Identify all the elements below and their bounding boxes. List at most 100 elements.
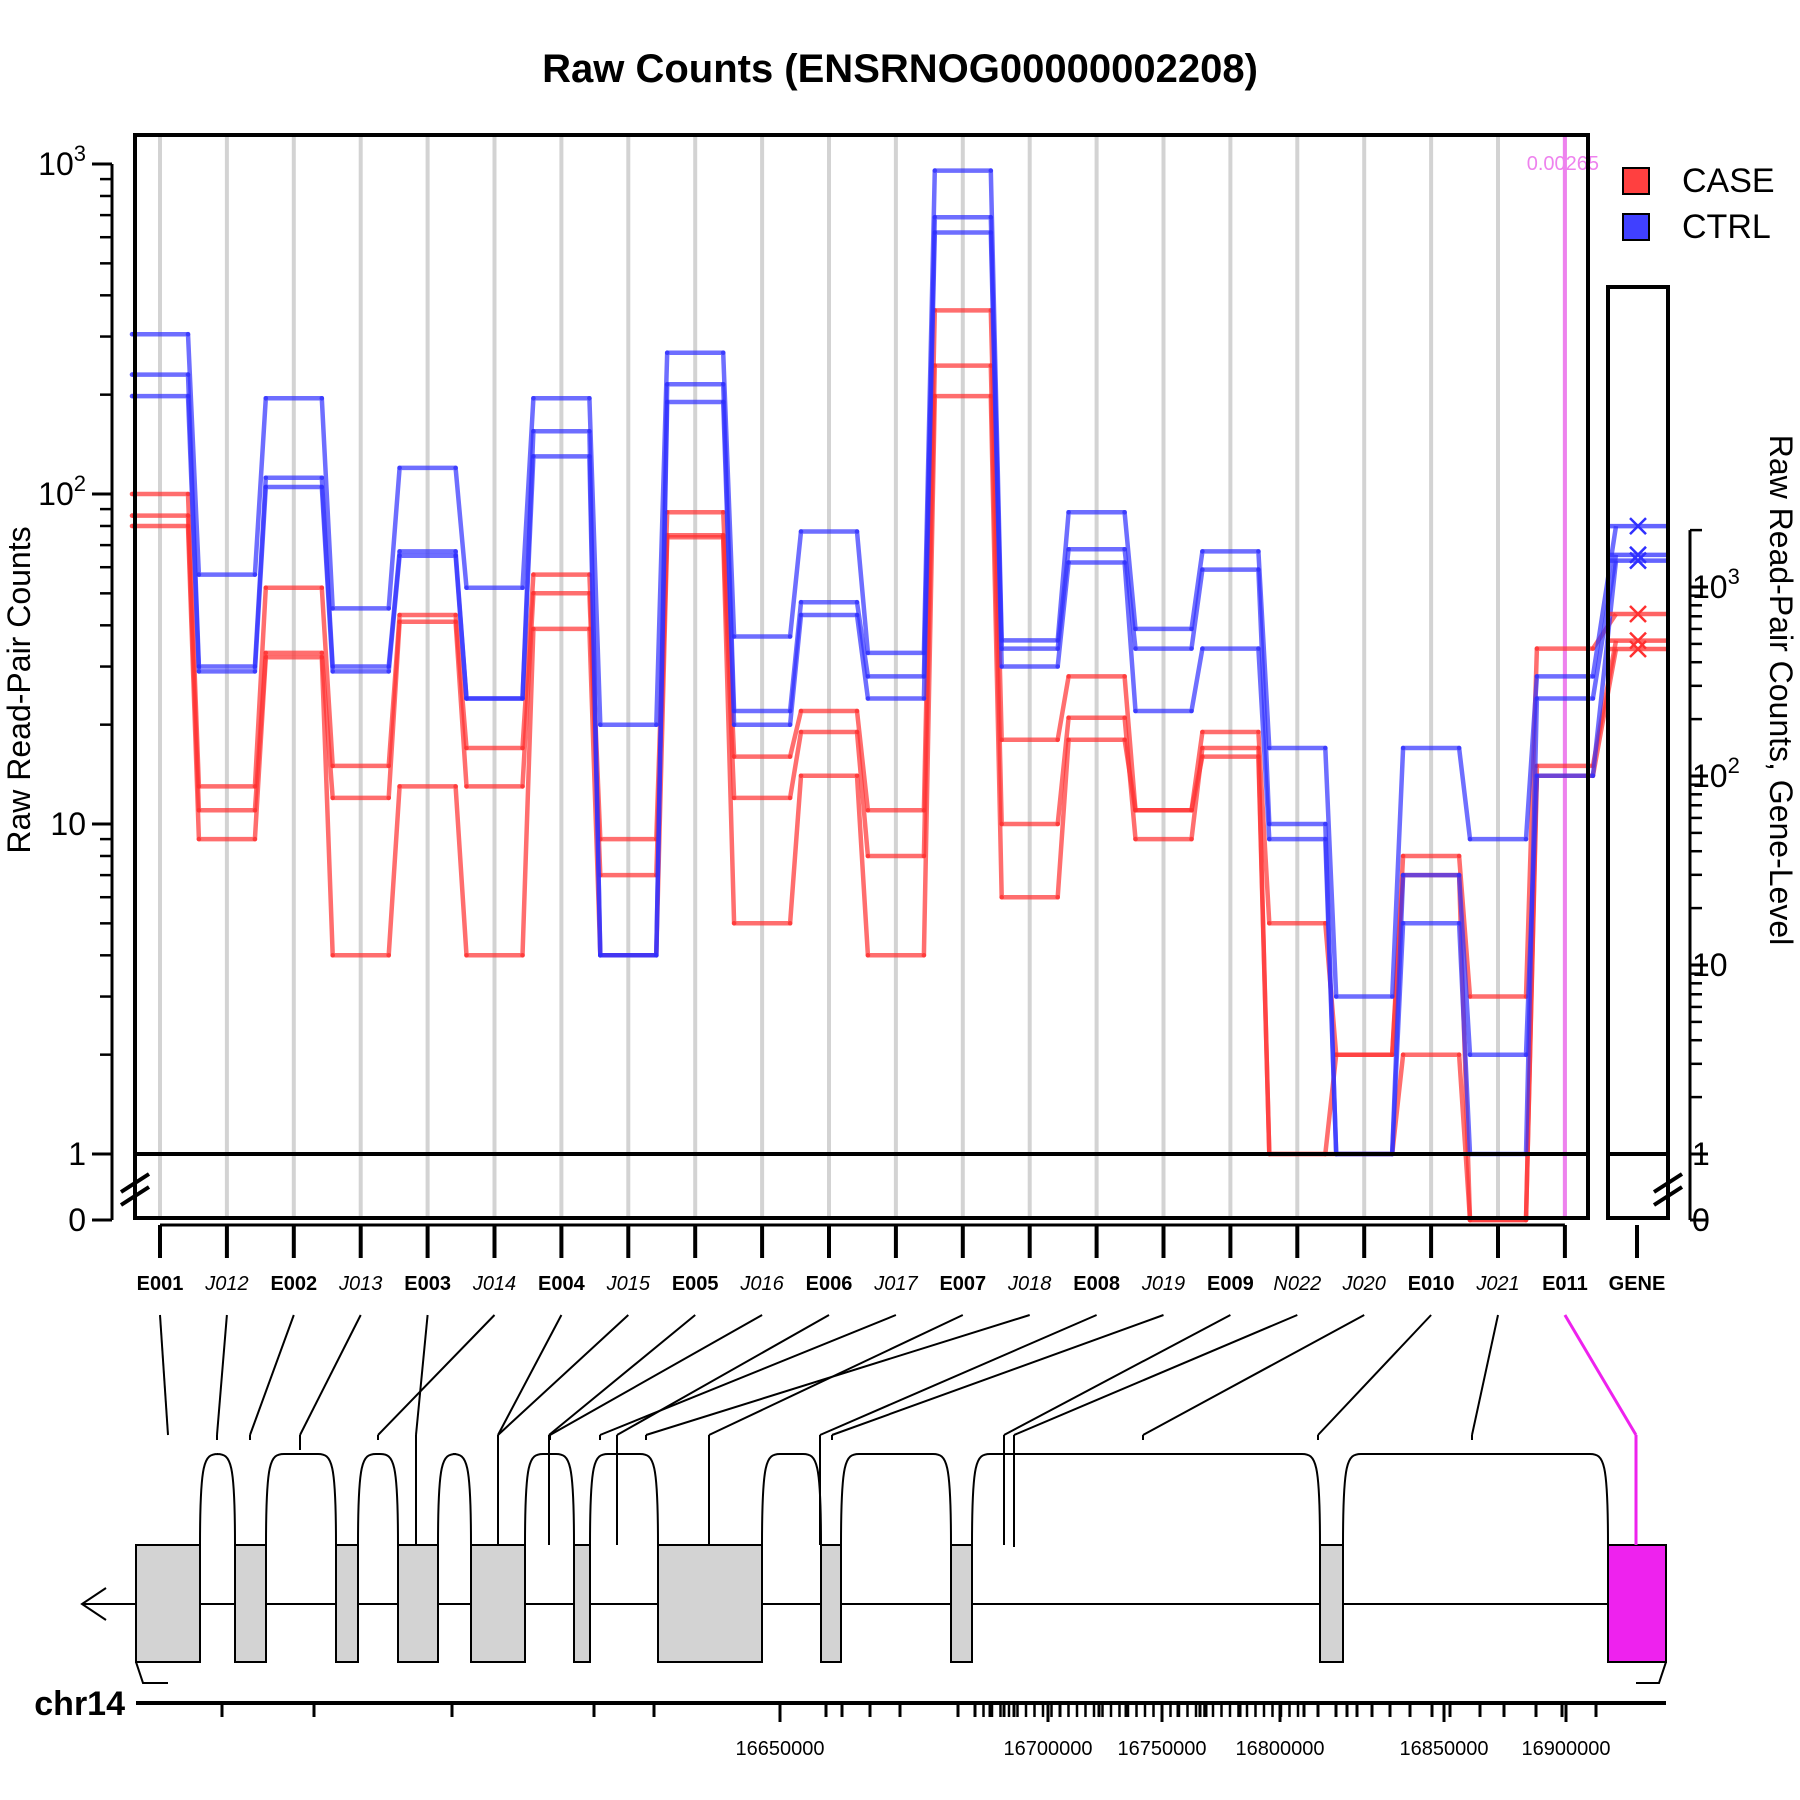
data-point bbox=[1055, 821, 1060, 827]
x-tick-label: E007 bbox=[939, 1273, 986, 1295]
data-point bbox=[787, 722, 793, 727]
data-point bbox=[464, 585, 469, 590]
data-point bbox=[520, 953, 525, 958]
exon-box bbox=[397, 1544, 439, 1663]
data-point bbox=[999, 894, 1004, 900]
data-point bbox=[185, 513, 191, 518]
junction-arc bbox=[265, 1453, 337, 1546]
data-point bbox=[330, 953, 336, 958]
y-tick-label: 103 bbox=[38, 141, 86, 182]
x-tick-label: J016 bbox=[739, 1273, 784, 1295]
x-tick-label: E006 bbox=[806, 1273, 853, 1295]
feature-connector bbox=[497, 1314, 629, 1436]
data-point bbox=[1066, 510, 1071, 515]
feature-connector bbox=[216, 1314, 228, 1436]
data-point bbox=[196, 836, 202, 842]
data-point bbox=[453, 612, 458, 618]
data-point bbox=[453, 465, 458, 471]
data-point bbox=[854, 708, 860, 714]
gene-level-marker bbox=[1629, 631, 1647, 650]
data-point bbox=[798, 529, 804, 534]
data-point bbox=[598, 953, 603, 958]
genome-axis-label: 16650000 bbox=[736, 1738, 825, 1760]
data-point bbox=[932, 214, 938, 220]
data-point bbox=[196, 669, 202, 674]
data-point bbox=[1456, 1052, 1462, 1057]
data-point bbox=[453, 553, 458, 558]
data-point bbox=[453, 549, 458, 554]
legend-label: CTRL bbox=[1682, 208, 1771, 246]
data-point bbox=[1055, 664, 1060, 669]
data-point bbox=[854, 729, 860, 735]
y-tick-label: 0 bbox=[68, 1202, 86, 1238]
data-point bbox=[587, 428, 592, 434]
exon-box bbox=[234, 1544, 267, 1663]
gene-level-marker bbox=[1629, 640, 1647, 658]
data-point bbox=[1200, 549, 1205, 554]
data-point bbox=[865, 696, 871, 701]
y-tick-label-right: 10 bbox=[1692, 947, 1728, 983]
data-point bbox=[798, 612, 804, 618]
data-point bbox=[1066, 547, 1071, 552]
data-point bbox=[386, 795, 392, 801]
legend-label: CASE bbox=[1682, 162, 1775, 200]
data-point bbox=[1122, 510, 1127, 515]
data-point bbox=[464, 696, 469, 701]
feature-connector bbox=[548, 1314, 696, 1436]
data-point bbox=[1467, 836, 1473, 842]
data-point bbox=[798, 599, 804, 605]
data-point bbox=[397, 465, 402, 471]
feature-connector bbox=[831, 1314, 1164, 1436]
data-point bbox=[854, 529, 860, 534]
x-tick-label: J020 bbox=[1342, 1273, 1386, 1295]
data-point bbox=[464, 953, 469, 958]
data-point bbox=[865, 853, 871, 859]
data-point bbox=[587, 454, 592, 459]
data-point bbox=[319, 396, 325, 401]
data-point bbox=[598, 722, 603, 727]
feature-connector bbox=[159, 1314, 169, 1436]
data-point bbox=[798, 773, 804, 779]
exon-box bbox=[820, 1544, 842, 1663]
y-axis-label-right: Raw Read-Pair Counts, Gene-Level bbox=[1763, 435, 1799, 945]
data-point bbox=[1066, 674, 1071, 679]
data-point bbox=[1534, 646, 1540, 651]
x-tick-label: E005 bbox=[672, 1273, 719, 1295]
data-point bbox=[664, 399, 670, 405]
data-point bbox=[587, 626, 592, 632]
legend-swatch bbox=[1622, 167, 1650, 195]
data-point bbox=[252, 669, 258, 674]
axis-break-right bbox=[1652, 1172, 1684, 1207]
x-tick-label: J014 bbox=[472, 1273, 516, 1295]
exon-box bbox=[470, 1544, 526, 1663]
junction-arc bbox=[199, 1453, 236, 1546]
data-point bbox=[1122, 547, 1127, 552]
gene-level-marker bbox=[1629, 517, 1647, 535]
data-point bbox=[319, 475, 325, 481]
data-point bbox=[453, 619, 458, 625]
chart-title: Raw Counts (ENSRNOG00000002208) bbox=[542, 47, 1258, 91]
genome-axis-label: 16800000 bbox=[1236, 1738, 1325, 1760]
x-tick-label: E003 bbox=[404, 1273, 451, 1295]
y-tick-label-right: 103 bbox=[1692, 564, 1740, 605]
junction-arc bbox=[971, 1453, 1321, 1546]
extent-bracket-left bbox=[135, 1661, 168, 1684]
data-point bbox=[185, 393, 191, 399]
data-point bbox=[1333, 994, 1339, 999]
feature-connector bbox=[377, 1314, 496, 1436]
feature-connector bbox=[1003, 1314, 1231, 1436]
x-tick-label-gene: GENE bbox=[1609, 1273, 1666, 1295]
data-point bbox=[531, 626, 536, 632]
x-tick-label: J017 bbox=[873, 1273, 918, 1295]
data-point bbox=[988, 230, 994, 235]
y-axis-label: Raw Read-Pair Counts bbox=[1, 526, 37, 853]
data-point bbox=[1323, 836, 1328, 842]
data-point bbox=[319, 484, 325, 490]
data-point bbox=[731, 795, 737, 801]
data-point bbox=[1400, 872, 1406, 878]
gene-level-layer bbox=[1608, 517, 1668, 658]
y-tick-label: 1 bbox=[68, 1136, 86, 1172]
data-point bbox=[720, 382, 726, 387]
gene-model-track: chr14 16650000 16700000 16750000 16800000 168… bbox=[34, 1314, 1667, 1760]
data-point bbox=[720, 534, 726, 540]
